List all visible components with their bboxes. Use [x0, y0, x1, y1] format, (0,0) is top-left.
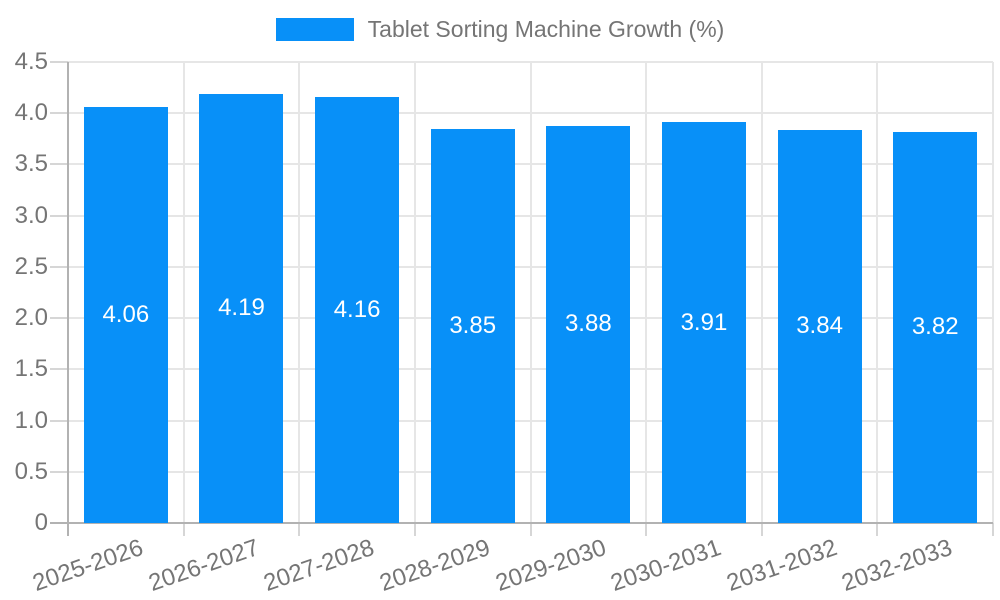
y-axis-tick — [50, 112, 68, 115]
x-axis-tick — [413, 523, 416, 536]
x-axis-tick — [529, 523, 532, 536]
gridline-vertical — [876, 62, 879, 523]
bar-value-label: 4.19 — [218, 294, 265, 322]
x-axis-tick-label: 2026-2027 — [144, 534, 263, 597]
x-axis-tick-label: 2025-2026 — [29, 534, 147, 597]
y-axis-tick-label: 1.5 — [14, 355, 48, 383]
x-axis-tick-label: 2030-2031 — [607, 534, 725, 597]
y-axis-tick — [50, 522, 68, 524]
legend-swatch — [275, 18, 354, 41]
y-axis-tick — [50, 470, 68, 473]
bar[interactable] — [315, 96, 400, 523]
y-axis-tick — [50, 317, 68, 320]
bar-value-label: 3.91 — [680, 308, 728, 336]
y-axis-tick-label: 3.5 — [14, 150, 48, 178]
x-axis-tick-label: 2031-2032 — [723, 534, 841, 597]
bar-value-label: 3.84 — [796, 312, 843, 340]
x-axis-tick — [760, 523, 763, 536]
bar-value-label: 4.06 — [102, 301, 150, 329]
y-axis-tick-label: 0 — [34, 509, 48, 536]
y-axis-line — [67, 62, 69, 525]
y-axis-tick-label: 4.0 — [14, 99, 48, 127]
x-axis-tick — [298, 523, 301, 536]
y-axis-tick-label: 2.0 — [14, 304, 48, 332]
x-axis-tick-label: 2027-2028 — [260, 534, 378, 597]
bar[interactable] — [546, 125, 631, 523]
x-axis-tick — [182, 523, 185, 536]
y-axis-tick — [50, 163, 68, 166]
legend[interactable]: Tablet Sorting Machine Growth (%) — [0, 16, 1000, 43]
bar-value-label: 3.85 — [449, 311, 497, 339]
x-axis-line — [68, 522, 993, 524]
x-axis-tick-label: 2028-2029 — [376, 534, 494, 597]
bar[interactable] — [893, 131, 978, 523]
legend-label: Tablet Sorting Machine Growth (%) — [367, 16, 725, 42]
y-axis-tick-label: 4.5 — [14, 48, 48, 75]
gridline-vertical — [992, 62, 994, 523]
y-axis-tick — [50, 61, 68, 63]
gridline-vertical — [529, 62, 532, 523]
gridline-vertical — [413, 62, 416, 523]
bar-value-label: 3.88 — [564, 310, 612, 338]
gridline-vertical — [645, 62, 648, 523]
x-axis-tick — [645, 523, 648, 536]
gridline-vertical — [182, 62, 185, 523]
bar[interactable] — [430, 128, 515, 523]
y-axis-tick — [50, 265, 68, 268]
x-axis-tick — [67, 523, 69, 536]
y-axis-tick-label: 3.0 — [14, 201, 48, 229]
bar[interactable] — [661, 122, 746, 523]
bar-value-label: 3.82 — [911, 313, 959, 341]
x-axis-tick-label: 2032-2033 — [838, 534, 956, 597]
gridline-vertical — [760, 62, 763, 523]
bar[interactable] — [199, 93, 284, 523]
x-axis-tick — [992, 523, 994, 536]
y-axis-tick — [50, 368, 68, 371]
y-axis-tick-label: 2.5 — [14, 252, 48, 280]
x-axis-tick — [876, 523, 879, 536]
bar[interactable] — [777, 129, 862, 523]
gridline-vertical — [298, 62, 301, 523]
bar[interactable] — [83, 107, 168, 523]
x-axis-tick-label: 2029-2030 — [491, 534, 610, 597]
y-axis-tick — [50, 419, 68, 422]
bar-value-label: 4.16 — [333, 295, 381, 323]
y-axis-tick-label: 0.5 — [14, 457, 48, 485]
y-axis-tick — [50, 214, 68, 217]
y-axis-tick-label: 1.0 — [14, 406, 48, 434]
